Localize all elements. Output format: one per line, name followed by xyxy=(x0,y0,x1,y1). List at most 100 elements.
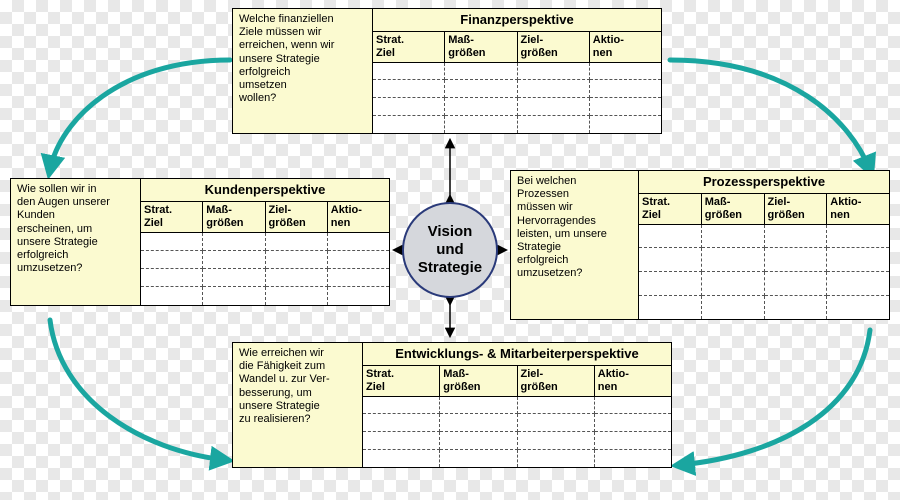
card-rows xyxy=(373,63,661,133)
table-cell xyxy=(595,397,671,415)
table-cell xyxy=(141,269,203,287)
table-cell xyxy=(203,251,265,269)
table-cell xyxy=(445,63,517,81)
table-cell xyxy=(590,80,661,98)
table-cell xyxy=(373,80,445,98)
column-header: Maß- größen xyxy=(440,366,517,397)
table-cell xyxy=(827,272,889,296)
table-cell xyxy=(141,233,203,251)
table-row xyxy=(373,80,661,98)
table-cell xyxy=(328,269,389,287)
column-header: Ziel- größen xyxy=(518,32,590,63)
table-row xyxy=(639,225,889,249)
table-cell xyxy=(373,98,445,116)
table-cell xyxy=(440,432,517,450)
table-cell xyxy=(203,287,265,305)
table-cell xyxy=(827,296,889,320)
card-headers: Strat. ZielMaß- größenZiel- größenAktio-… xyxy=(639,194,889,225)
hub-vision-strategie: Vision und Strategie xyxy=(402,202,498,298)
card-title: Finanzperspektive xyxy=(373,9,661,32)
column-header: Ziel- größen xyxy=(765,194,828,225)
column-header: Maß- größen xyxy=(445,32,517,63)
table-row xyxy=(639,248,889,272)
table-cell xyxy=(363,432,440,450)
table-cell xyxy=(702,272,765,296)
column-header: Strat. Ziel xyxy=(363,366,440,397)
table-cell xyxy=(827,248,889,272)
table-cell xyxy=(518,450,595,468)
diagram-canvas: { "canvas": { "width": 900, "height": 50… xyxy=(0,0,900,500)
column-header: Strat. Ziel xyxy=(141,202,203,233)
column-header: Ziel- größen xyxy=(518,366,595,397)
card-grid: Strat. ZielMaß- größenZiel- größenAktio-… xyxy=(141,202,389,305)
table-cell xyxy=(639,225,702,249)
table-cell xyxy=(266,269,328,287)
table-cell xyxy=(765,272,828,296)
hub-label: Vision und Strategie xyxy=(418,223,482,277)
card-headers: Strat. ZielMaß- größenZiel- größenAktio-… xyxy=(363,366,671,397)
table-cell xyxy=(445,80,517,98)
column-header: Ziel- größen xyxy=(266,202,328,233)
table-row xyxy=(373,116,661,134)
table-cell xyxy=(445,116,517,134)
card-title: Kundenperspektive xyxy=(141,179,389,202)
card-title: Entwicklungs- & Mitarbeiterperspektive xyxy=(363,343,671,366)
column-header: Aktio- nen xyxy=(827,194,889,225)
table-cell xyxy=(639,296,702,320)
card-question: Wie sollen wir in den Augen unserer Kund… xyxy=(10,178,140,306)
card-right: Kundenperspektive Strat. ZielMaß- größen… xyxy=(140,178,390,306)
table-cell xyxy=(328,251,389,269)
table-row xyxy=(373,98,661,116)
table-cell xyxy=(328,287,389,305)
table-cell xyxy=(595,432,671,450)
table-cell xyxy=(518,397,595,415)
table-cell xyxy=(765,296,828,320)
table-cell xyxy=(445,98,517,116)
table-cell xyxy=(765,248,828,272)
column-header: Aktio- nen xyxy=(590,32,661,63)
card-right: Entwicklungs- & Mitarbeiterperspektive S… xyxy=(362,342,672,468)
table-cell xyxy=(590,98,661,116)
table-row xyxy=(363,397,671,415)
table-row xyxy=(141,251,389,269)
table-cell xyxy=(702,225,765,249)
table-cell xyxy=(518,80,590,98)
table-cell xyxy=(440,414,517,432)
table-row xyxy=(363,432,671,450)
table-row xyxy=(141,233,389,251)
table-cell xyxy=(765,225,828,249)
table-cell xyxy=(363,414,440,432)
table-cell xyxy=(373,63,445,81)
card-grid: Strat. ZielMaß- größenZiel- größenAktio-… xyxy=(373,32,661,133)
table-cell xyxy=(328,233,389,251)
column-header: Strat. Ziel xyxy=(373,32,445,63)
table-cell xyxy=(373,116,445,134)
table-cell xyxy=(595,414,671,432)
column-header: Aktio- nen xyxy=(328,202,389,233)
table-cell xyxy=(141,251,203,269)
card-rows xyxy=(363,397,671,467)
cycle-arrow xyxy=(670,60,870,170)
table-row xyxy=(141,287,389,305)
cycle-arrow xyxy=(50,60,230,170)
card-rows xyxy=(639,225,889,319)
perspective-card-right: Bei welchen Prozessen müssen wir Hervorr… xyxy=(510,170,890,320)
column-header: Strat. Ziel xyxy=(639,194,702,225)
card-title: Prozessperspektive xyxy=(639,171,889,194)
table-row xyxy=(363,414,671,432)
table-cell xyxy=(518,432,595,450)
table-cell xyxy=(639,248,702,272)
table-cell xyxy=(203,233,265,251)
table-cell xyxy=(266,233,328,251)
table-cell xyxy=(518,98,590,116)
cycle-arrow xyxy=(50,320,225,460)
card-question: Bei welchen Prozessen müssen wir Hervorr… xyxy=(510,170,638,320)
card-right: Finanzperspektive Strat. ZielMaß- größen… xyxy=(372,8,662,134)
column-header: Aktio- nen xyxy=(595,366,671,397)
table-cell xyxy=(590,63,661,81)
table-row xyxy=(141,269,389,287)
table-cell xyxy=(702,296,765,320)
table-cell xyxy=(827,225,889,249)
card-grid: Strat. ZielMaß- größenZiel- größenAktio-… xyxy=(363,366,671,467)
table-row xyxy=(639,296,889,320)
